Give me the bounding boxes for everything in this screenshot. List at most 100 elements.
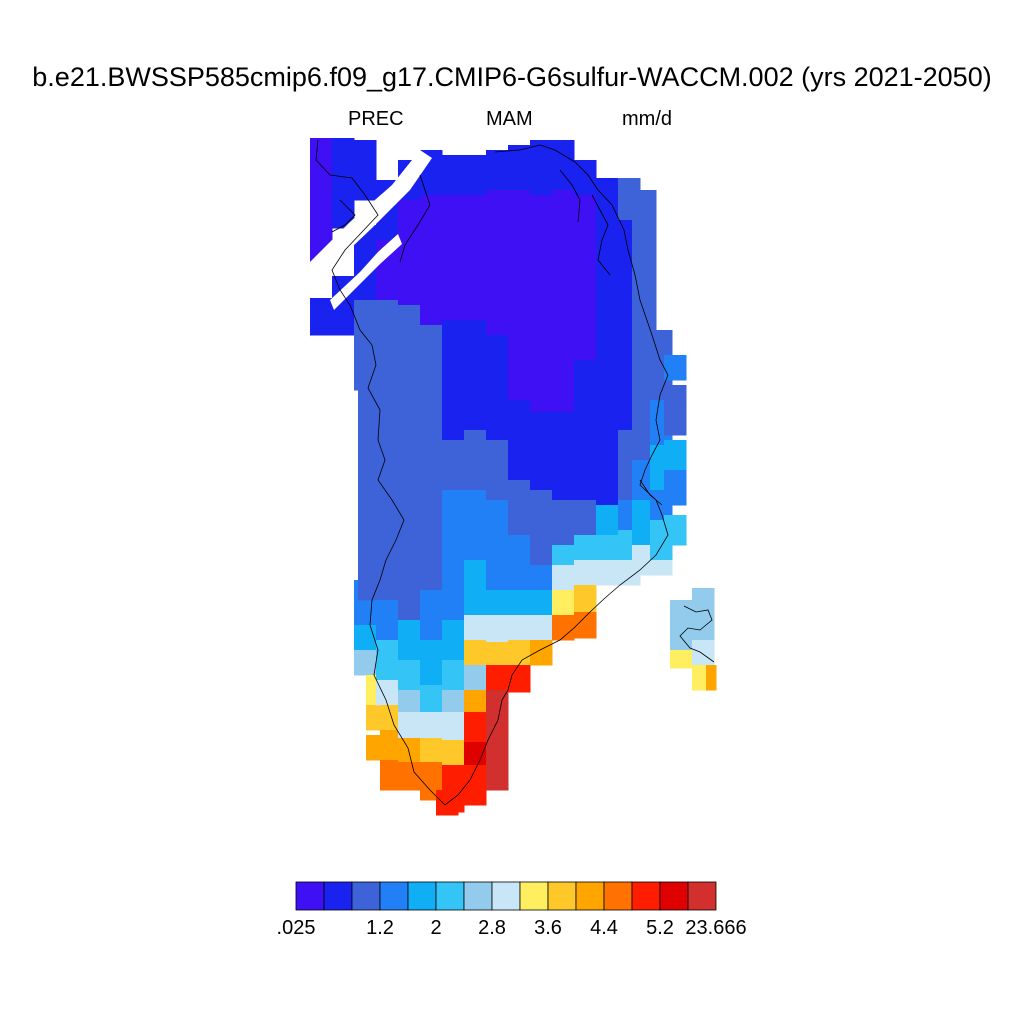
colorbar-swatch: [659, 881, 689, 911]
precip-cell: [486, 440, 509, 501]
precip-cell: [508, 145, 531, 191]
precip-cell: [442, 690, 465, 713]
precip-cell: [420, 470, 443, 591]
colorbar-swatch: [379, 881, 409, 911]
precip-cells: [310, 138, 717, 816]
colorbar-swatch: [491, 881, 521, 911]
colorbar-swatch: [323, 881, 353, 911]
precip-cell: [442, 320, 465, 441]
precip-cell: [508, 590, 531, 616]
precip-cell: [354, 140, 377, 201]
precip-cell: [332, 308, 355, 336]
precip-cell: [420, 712, 443, 739]
precip-cell: [486, 665, 509, 691]
colorbar-label: .025: [276, 917, 316, 939]
precip-cell: [574, 535, 597, 561]
precip-cell: [596, 450, 619, 506]
precip-cell: [442, 440, 465, 491]
season-label: MAM: [486, 108, 533, 130]
precip-cell: [530, 615, 553, 641]
variable-label: PREC: [348, 108, 404, 130]
precip-cell: [310, 138, 333, 263]
precip-cell: [530, 490, 553, 566]
precip-cell: [530, 640, 553, 666]
precip-cell: [464, 712, 487, 743]
precip-cell: [464, 615, 487, 641]
precip-cell: [398, 738, 421, 763]
precip-cell: [486, 590, 509, 616]
precip-cell: [574, 195, 597, 361]
colorbar-swatch: [547, 881, 577, 911]
precip-cell: [664, 515, 687, 546]
precip-cell: [398, 620, 421, 661]
colorbar-swatch: [407, 881, 437, 911]
precip-cell: [420, 640, 443, 686]
precip-cell: [552, 500, 575, 546]
colorbar-swatch: [631, 881, 661, 911]
precip-cell: [664, 355, 687, 381]
precip-cell: [442, 560, 465, 621]
precip-cell: [486, 690, 509, 741]
precip-cell: [574, 612, 597, 639]
colorbar-swatch: [687, 881, 717, 911]
precip-cell: [574, 160, 597, 196]
precip-cell: [632, 190, 657, 331]
precip-cell: [574, 585, 597, 613]
precip-cell: [464, 155, 487, 196]
precip-cell: [692, 640, 715, 666]
precip-cell: [398, 690, 421, 713]
precip-cell: [420, 590, 443, 641]
precip-cell: [310, 298, 333, 336]
precip-cell: [650, 560, 673, 576]
precip-cell: [508, 400, 531, 481]
colorbar-label: 2.8: [478, 917, 506, 939]
colorbar-label: 2: [430, 917, 442, 939]
precip-cell: [670, 600, 693, 621]
precip-cell: [398, 762, 421, 791]
colorbar: [295, 881, 717, 911]
precip-cell: [486, 642, 509, 666]
precip-cell: [574, 500, 597, 536]
precip-cell: [508, 615, 531, 641]
precip-cell: [376, 300, 399, 481]
precip-cell: [464, 490, 487, 561]
precip-cell: [692, 610, 715, 641]
colorbar-swatch: [603, 881, 633, 911]
precip-cell: [464, 560, 487, 616]
precip-cell: [530, 140, 553, 196]
precip-cell: [508, 535, 531, 591]
precip-cell: [692, 588, 715, 611]
precip-cell: [486, 150, 509, 191]
precip-cell: [380, 705, 403, 731]
units-label: mm/d: [622, 108, 672, 130]
colorbar-label: 5.2: [646, 917, 674, 939]
precip-cell: [552, 412, 575, 501]
precip-cell: [670, 650, 693, 669]
precip-cell: [552, 140, 575, 191]
precip-cell: [508, 190, 531, 401]
precip-cell: [596, 505, 619, 536]
precip-cell: [596, 535, 619, 561]
precip-cell: [596, 178, 619, 451]
precip-cell: [464, 640, 487, 666]
colorbar-label: 3.6: [534, 917, 562, 939]
sea-channel: [310, 150, 432, 290]
coastline: [315, 139, 715, 806]
coastline-segment: [679, 605, 715, 663]
precip-cell: [442, 712, 465, 741]
precip-cell: [442, 765, 465, 813]
precip-cell: [664, 470, 687, 506]
precip-cell: [420, 738, 443, 763]
precip-cell: [530, 412, 553, 491]
precip-cell: [380, 730, 403, 761]
precip-cell: [508, 480, 531, 536]
precip-cell: [358, 390, 381, 601]
precip-cell: [664, 440, 687, 471]
coastline-segment: [331, 199, 356, 233]
precip-cell: [354, 360, 377, 391]
precip-cell: [706, 665, 717, 691]
precip-cell: [376, 640, 399, 681]
coastline-segment: [559, 169, 581, 223]
precip-cell: [464, 765, 487, 806]
